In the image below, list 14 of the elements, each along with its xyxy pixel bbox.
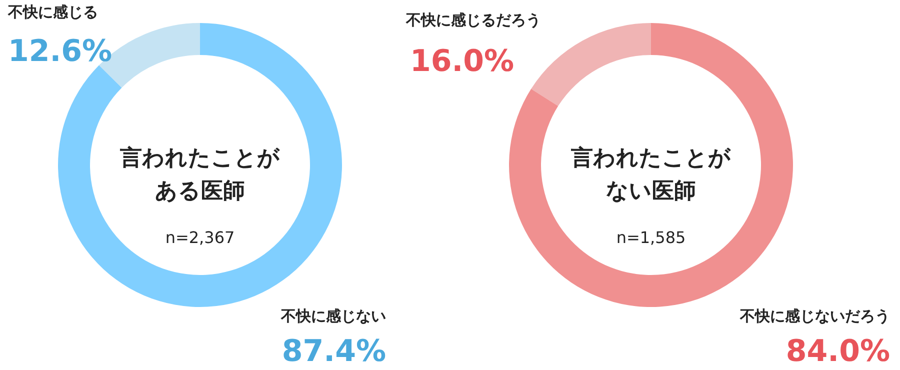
text: ある医師 xyxy=(155,179,245,204)
text: n=1,585 xyxy=(616,228,686,247)
text: n=2,367 xyxy=(165,228,235,247)
text: 言われたことが xyxy=(570,145,731,171)
text: ない医師 xyxy=(606,179,696,204)
slice-label: 不快に感じる xyxy=(7,3,98,21)
text: 言われたことが xyxy=(119,145,280,171)
slice-label: 不快に感じないだろう xyxy=(739,307,890,325)
data-label: 16.0% xyxy=(410,44,514,79)
data-label: 84.0% xyxy=(786,334,890,369)
data-label: 87.4% xyxy=(282,334,386,369)
slice-label: 不快に感じるだろう xyxy=(405,11,541,29)
slice-label: 不快に感じない xyxy=(280,307,386,325)
data-label: 12.6% xyxy=(8,34,112,69)
